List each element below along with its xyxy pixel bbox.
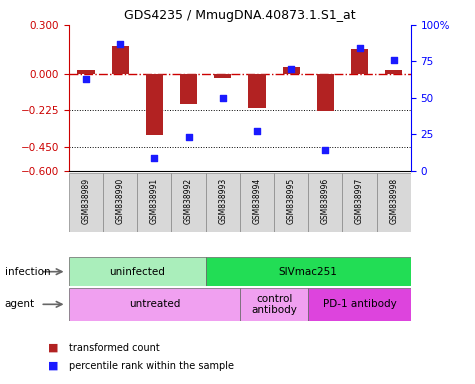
Point <box>356 45 363 51</box>
Title: GDS4235 / MmugDNA.40873.1.S1_at: GDS4235 / MmugDNA.40873.1.S1_at <box>124 9 356 22</box>
Bar <box>248 74 266 108</box>
Text: SIVmac251: SIVmac251 <box>279 266 338 277</box>
Bar <box>103 173 137 232</box>
Text: infection: infection <box>5 266 50 277</box>
Text: GSM838998: GSM838998 <box>390 177 398 224</box>
Point <box>116 41 124 47</box>
Text: percentile rank within the sample: percentile rank within the sample <box>69 361 234 371</box>
Text: transformed count: transformed count <box>69 343 160 353</box>
Bar <box>240 173 274 232</box>
Bar <box>240 288 308 321</box>
Text: GSM838994: GSM838994 <box>253 177 261 224</box>
Text: uninfected: uninfected <box>109 266 165 277</box>
Bar <box>69 288 240 321</box>
Point <box>287 66 295 72</box>
Bar <box>137 173 171 232</box>
Text: control
antibody: control antibody <box>251 293 297 315</box>
Bar <box>206 173 240 232</box>
Bar <box>308 173 342 232</box>
Text: GSM838989: GSM838989 <box>82 177 90 224</box>
Text: GSM838992: GSM838992 <box>184 177 193 224</box>
Bar <box>77 70 95 74</box>
Point <box>82 76 90 82</box>
Bar <box>69 257 206 286</box>
Point <box>390 57 398 63</box>
Bar <box>112 46 129 74</box>
Bar <box>283 67 300 74</box>
Text: ■: ■ <box>48 343 58 353</box>
Bar <box>308 288 411 321</box>
Text: untreated: untreated <box>129 299 180 310</box>
Bar <box>69 173 103 232</box>
Text: GSM838997: GSM838997 <box>355 177 364 224</box>
Text: GSM838990: GSM838990 <box>116 177 124 224</box>
Point <box>253 128 261 134</box>
Text: GSM838996: GSM838996 <box>321 177 330 224</box>
Bar <box>274 173 308 232</box>
Bar <box>146 74 163 135</box>
Text: ■: ■ <box>48 361 58 371</box>
Bar <box>385 70 402 74</box>
Bar <box>214 74 231 78</box>
Text: GSM838993: GSM838993 <box>218 177 227 224</box>
Point <box>219 95 227 101</box>
Bar <box>351 49 368 74</box>
Bar <box>171 173 206 232</box>
Point <box>185 134 192 141</box>
Text: agent: agent <box>5 299 35 310</box>
Bar <box>342 173 377 232</box>
Point <box>322 147 329 154</box>
Point <box>151 155 158 161</box>
Text: GSM838991: GSM838991 <box>150 177 159 224</box>
Bar <box>180 74 197 104</box>
Text: PD-1 antibody: PD-1 antibody <box>323 299 397 310</box>
Text: GSM838995: GSM838995 <box>287 177 295 224</box>
Bar <box>206 257 411 286</box>
Bar <box>317 74 334 111</box>
Bar <box>377 173 411 232</box>
